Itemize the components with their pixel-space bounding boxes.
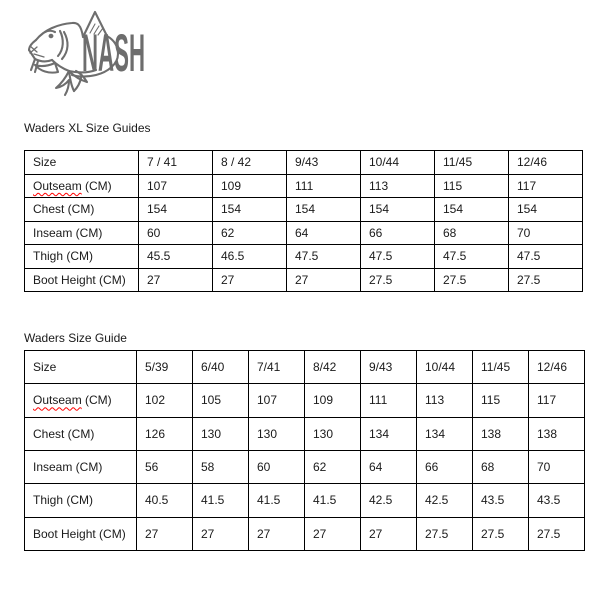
svg-text:NASH: NASH [82, 24, 145, 83]
